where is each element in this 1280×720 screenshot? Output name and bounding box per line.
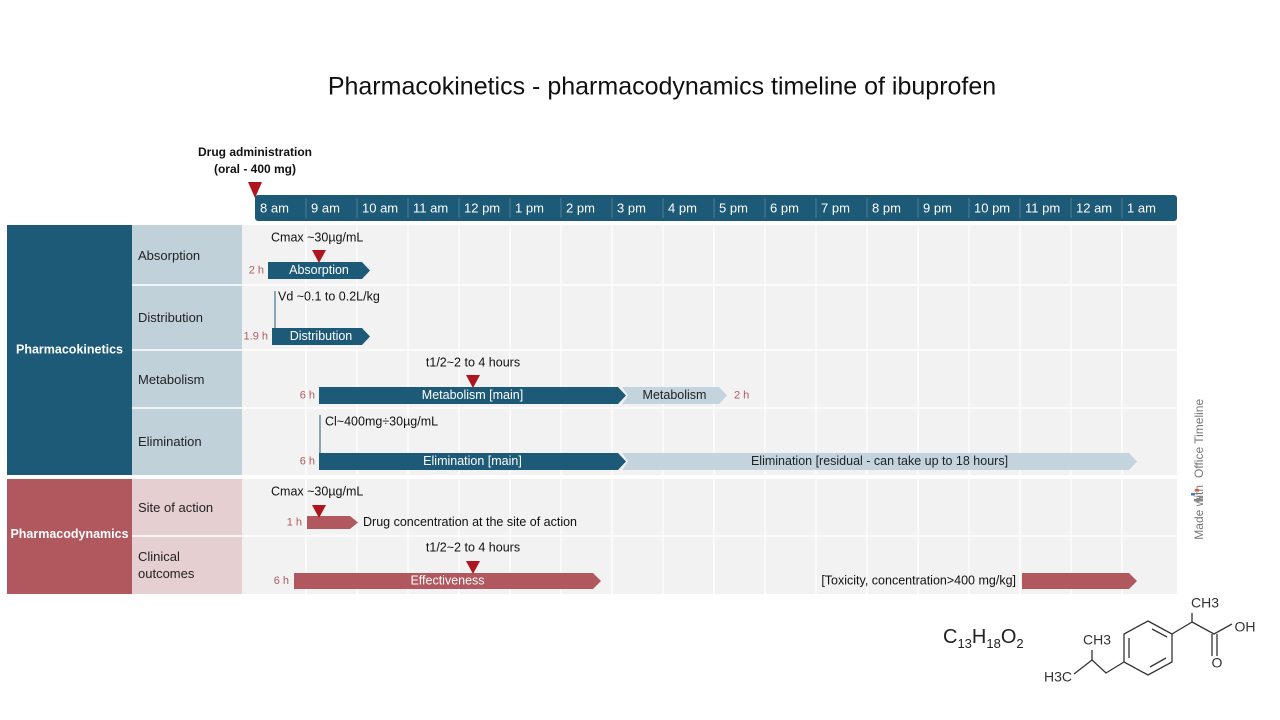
structure-label: CH3 [1191,595,1219,611]
duration-label: 6 h [274,575,289,587]
structure-label: CH3 [1083,632,1111,648]
row-label-box: Elimination [138,434,202,449]
formula-part: 13 [957,636,972,651]
hour-label: 12 am [1076,200,1112,215]
formula: C13H18O2 [943,626,1024,651]
hour-label: 3 pm [617,200,646,215]
row-label-box: Metabolism [138,371,205,387]
row-label: Site of action [138,500,214,515]
task-bar [1022,573,1137,589]
note: Cl~400mg÷30µg/mL [325,414,438,428]
row-label: Elimination [138,434,202,449]
hour-label: 10 pm [974,200,1010,215]
structure-label: H3C [1044,669,1072,685]
task-label: Drug concentration at the site of action [363,515,577,529]
title: Pharmacokinetics - pharmacodynamics time… [328,73,996,101]
duration-label: 6 h [300,455,315,467]
task-bar [272,328,370,345]
hour-label: 10 am [362,200,398,215]
hour-label: 8 pm [872,200,901,215]
task-bar [294,573,601,589]
admin-label: (oral - 400 mg) [214,162,296,176]
watermark: Made with [1192,485,1206,540]
duration-label: 2 h [734,389,749,401]
duration-label: 6 h [300,389,315,401]
duration-label: 1.9 h [244,330,268,342]
hour-label: 11 pm [1025,200,1060,215]
hour-label: 7 pm [821,200,850,215]
watermark-logo [1191,489,1203,502]
group-band [7,225,132,475]
admin-label: Drug administration [198,145,312,159]
task-label: Effectiveness [410,573,484,587]
task-bar [319,453,626,470]
task-bar [319,387,626,404]
formula-part: O [1000,626,1017,648]
note: Cmax ~30µg/mL [271,230,363,244]
milestone-marker [312,505,326,518]
formula-part: 2 [1016,636,1024,651]
note: t1/2~2 to 4 hours [426,355,520,369]
task-label: Absorption [289,263,349,277]
hour-label: 2 pm [566,200,595,215]
hour-label: 9 pm [923,200,952,215]
row-label-box: Site of action [138,500,214,515]
formula-part: 18 [986,636,1001,651]
task-label: Elimination [main] [423,454,522,468]
grid: 8 am 9 am 10 am 11 am 12 pm 1 pm 2 pm 3 pm 4 pm 5… [7,198,1177,594]
structure-label: O [1212,655,1223,671]
duration-label: 2 h [249,264,264,276]
formula-part: H [971,626,987,648]
task-label: Metabolism [643,388,707,402]
row-label: Absorption [138,247,201,263]
formula-part: C [943,626,958,648]
hour-label: 9 am [311,200,340,215]
watermark: Office Timeline [1192,399,1206,478]
note: Cmax ~30µg/mL [271,484,363,498]
milestone-marker [466,561,480,574]
hour-label: 11 am [413,200,448,215]
row-label-box: Distribution [138,310,204,325]
group-label: Pharmacokinetics [16,342,123,356]
group-label: Pharmacodynamics [10,527,128,541]
task-bar [307,516,358,529]
task-bar [622,387,727,404]
row-label: Clinical outcomes [138,549,195,581]
row-label-box: Clinical outcomes [138,549,195,581]
row-label-box: Absorption [138,247,201,263]
task-label: Metabolism [main] [422,388,523,402]
admin-marker [248,182,262,198]
task-bar [622,453,1137,470]
hour-label: 5 pm [719,200,748,215]
task-bar [268,262,370,279]
chemical-structure [1073,613,1233,676]
task-label: Distribution [290,329,353,343]
hour-label: 1 am [1127,200,1156,215]
note: Vd ~0.1 to 0.2L/kg [278,289,380,303]
structure-label: OH [1235,619,1256,635]
row-label: Metabolism [138,371,205,387]
milestone-marker [312,250,326,263]
hour-label: 12 pm [464,200,500,215]
task-label: [Toxicity, concentration>400 mg/kg] [821,573,1016,587]
milestone-marker [466,375,480,388]
duration-label: 1 h [287,516,302,528]
task-label: Elimination [residual - can take up to 1… [751,454,1008,468]
time-header [255,195,1177,221]
hour-label: 1 pm [515,200,544,215]
hour-label: 8 am [260,200,289,215]
row-label: Distribution [138,310,204,325]
group-band [7,479,132,594]
hour-label: 4 pm [668,200,697,215]
hour-label: 6 pm [770,200,799,215]
note: t1/2~2 to 4 hours [426,540,520,554]
tasks: Cmax ~30µg/mL Absorption 2 h Vd ~0.1 to 0.2… [244,230,1137,589]
